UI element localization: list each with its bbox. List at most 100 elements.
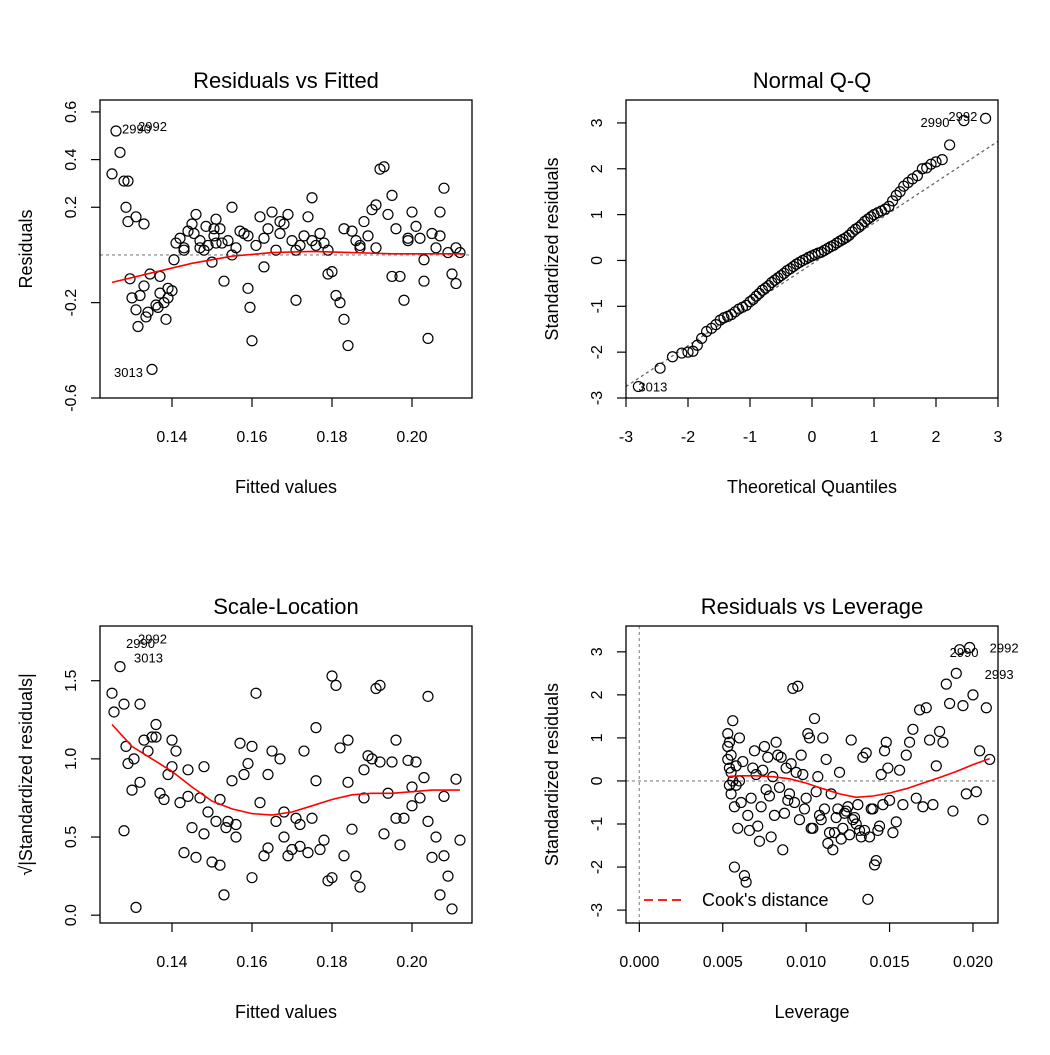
- data-point: [964, 641, 976, 654]
- data-point: [765, 831, 777, 843]
- data-point: [166, 734, 178, 746]
- data-point: [944, 139, 956, 151]
- data-point: [817, 732, 829, 744]
- data-point: [843, 829, 856, 841]
- data-point: [214, 859, 226, 871]
- point-label: 2992: [138, 632, 167, 647]
- data-point: [738, 870, 751, 882]
- data-point: [454, 834, 466, 846]
- data-point: [853, 824, 866, 837]
- data-point: [322, 244, 334, 256]
- point-label: 2992: [138, 119, 167, 134]
- data-point: [936, 154, 948, 166]
- x-tick-label: 0.20: [396, 954, 427, 971]
- data-point: [446, 903, 458, 915]
- y-tick-label: 0.4: [63, 148, 80, 170]
- y-tick-label: 0: [589, 776, 606, 785]
- data-point: [873, 820, 886, 832]
- data-point: [390, 223, 402, 235]
- data-point: [294, 818, 306, 831]
- data-point: [727, 715, 739, 727]
- data-point: [920, 702, 932, 714]
- data-point: [977, 814, 989, 826]
- data-point: [753, 287, 765, 300]
- y-tick-label: 1.5: [63, 669, 80, 691]
- data-point: [828, 239, 840, 251]
- y-tick-label: 1: [589, 733, 606, 742]
- data-point: [837, 822, 849, 834]
- data-point: [897, 799, 909, 811]
- y-tick-label: 0.5: [63, 826, 80, 848]
- data-point: [168, 254, 180, 266]
- x-tick-label: 0.015: [870, 954, 910, 971]
- data-point: [122, 175, 134, 187]
- y-tick-label: -1: [589, 299, 606, 313]
- data-point: [438, 850, 450, 862]
- data-point: [825, 788, 837, 800]
- y-tick-label: -1: [589, 817, 606, 831]
- data-point: [820, 753, 832, 766]
- data-point: [775, 751, 787, 763]
- data-point: [913, 704, 926, 716]
- chart-title: Scale-Location: [213, 594, 359, 619]
- x-tick-label: 0.005: [703, 954, 743, 971]
- data-point: [108, 706, 120, 718]
- data-point: [788, 796, 801, 809]
- data-point: [676, 347, 688, 359]
- data-point: [274, 227, 286, 240]
- data-point: [210, 815, 222, 827]
- data-point: [130, 211, 142, 223]
- y-axis-label: Residuals: [16, 209, 36, 288]
- data-point: [282, 850, 294, 862]
- data-point: [274, 215, 286, 228]
- data-point: [322, 268, 334, 280]
- y-tick-label: 2: [589, 164, 606, 173]
- data-point: [930, 156, 942, 168]
- data-point: [146, 363, 158, 375]
- data-point: [744, 296, 756, 308]
- data-point: [818, 803, 831, 815]
- panel-4: Residuals vs Leverage 2992 2990 2993 Cook's …: [542, 594, 1019, 1022]
- data-point: [150, 731, 162, 743]
- data-point: [194, 242, 206, 254]
- data-point: [855, 219, 868, 231]
- data-point: [174, 232, 186, 244]
- data-point: [302, 211, 314, 223]
- data-point: [200, 220, 212, 232]
- data-point: [218, 889, 230, 901]
- data-point: [728, 861, 741, 873]
- data-point: [242, 282, 254, 294]
- data-point: [740, 299, 752, 311]
- data-point: [234, 737, 246, 749]
- data-point: [807, 822, 819, 834]
- data-point: [883, 794, 896, 806]
- x-axis: 0.000 0.005 0.010 0.015 0.020: [619, 923, 993, 971]
- data-point: [745, 792, 757, 804]
- data-point: [146, 731, 158, 743]
- data-point: [210, 237, 222, 249]
- data-point: [182, 790, 194, 802]
- data-point: [903, 736, 916, 748]
- data-point: [110, 125, 122, 137]
- data-point: [278, 831, 290, 843]
- data-point: [394, 270, 406, 283]
- plot-frame: [625, 625, 999, 924]
- y-tick-label: 3: [589, 647, 606, 656]
- data-point: [226, 775, 238, 787]
- data-point: [438, 182, 450, 194]
- y-tick-label: -0.6: [63, 384, 80, 412]
- data-point: [426, 851, 438, 863]
- data-point: [862, 893, 874, 905]
- data-point: [374, 679, 386, 692]
- data-point: [374, 756, 386, 768]
- data-point: [434, 230, 446, 242]
- x-tick-label: 0.000: [619, 954, 659, 971]
- x-tick-label: 0.020: [953, 954, 993, 971]
- point-label: 2992: [948, 109, 977, 124]
- data-point: [244, 301, 256, 314]
- data-point: [725, 788, 737, 800]
- data-point: [290, 812, 302, 824]
- data-point: [128, 753, 140, 765]
